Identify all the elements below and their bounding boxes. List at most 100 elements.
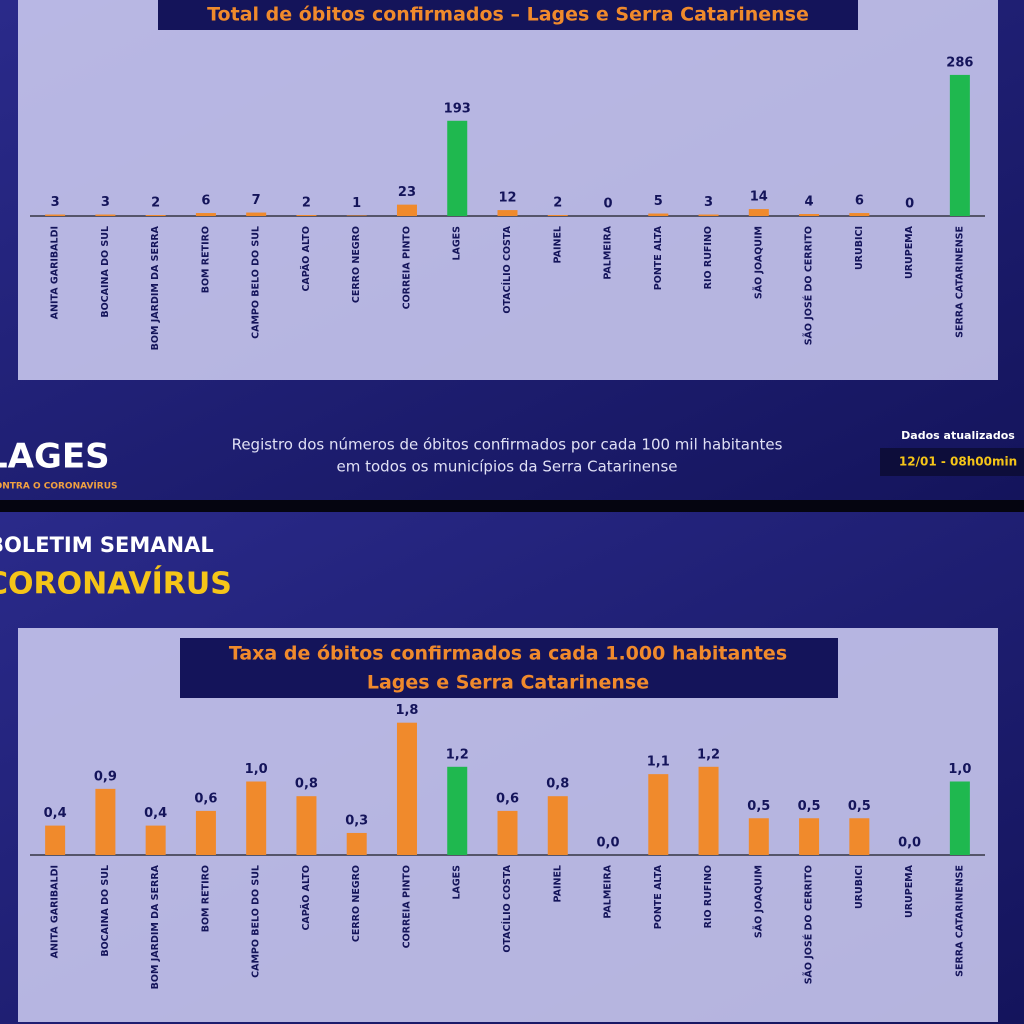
value-label: 0 (604, 197, 613, 212)
x-tick-label: BOCAINA DO SUL (100, 865, 111, 957)
value-label: 1,1 (647, 755, 670, 770)
value-label: 3 (704, 195, 713, 210)
bar (799, 214, 820, 216)
logo: LAGES (0, 437, 110, 477)
x-tick-label: CAMPO BELO DO SUL (251, 226, 262, 339)
bulletin-title: BOLETIM SEMANAL (0, 533, 214, 557)
x-tick-label: ANITA GARIBALDI (50, 865, 61, 958)
x-tick-label: CERRO NEGRO (351, 865, 362, 942)
value-label: 14 (750, 190, 768, 205)
value-label: 2 (151, 196, 160, 211)
x-tick-label: CORREIA PINTO (401, 865, 412, 948)
x-tick-label: CORREIA PINTO (401, 226, 412, 309)
x-tick-label: BOM RETIRO (200, 226, 211, 293)
bar (748, 818, 769, 855)
bar (698, 766, 719, 855)
x-tick-label: URUBICI (854, 865, 865, 909)
chart-title: Total de óbitos confirmados – Lages e Se… (207, 4, 809, 26)
value-label: 0,5 (798, 799, 821, 814)
value-label: 0,4 (144, 806, 167, 821)
value-label: 286 (946, 55, 973, 70)
value-label: 0,5 (848, 799, 871, 814)
bar (45, 214, 66, 216)
x-tick-label: SÃO JOAQUIM (753, 226, 764, 299)
bar (849, 818, 870, 855)
separator (0, 500, 1024, 512)
x-tick-label: SÃO JOSÉ DO CERRITO (803, 226, 815, 345)
value-label: 6 (201, 194, 210, 209)
bar (447, 120, 468, 216)
bar (447, 766, 468, 855)
bar (95, 214, 116, 216)
value-label: 3 (101, 195, 110, 210)
x-tick-label: PAINEL (552, 865, 563, 902)
value-label: 1,2 (697, 747, 720, 762)
bar (145, 215, 166, 216)
value-label: 0,3 (345, 813, 368, 828)
bar (648, 213, 669, 216)
x-tick-label: CAMPO BELO DO SUL (251, 865, 262, 978)
note: em todos os municípios da Serra Catarine… (337, 458, 678, 476)
value-label: 0,5 (747, 799, 770, 814)
bar (497, 210, 518, 216)
x-tick-label: CERRO NEGRO (351, 226, 362, 303)
x-tick-label: SERRA CATARINENSE (954, 226, 965, 338)
value-label: 0,9 (94, 769, 117, 784)
x-tick-label: LAGES (452, 865, 463, 900)
x-tick-label: SÃO JOAQUIM (753, 865, 764, 938)
x-tick-label: BOM JARDIM DA SERRA (150, 225, 161, 350)
bar (396, 204, 417, 216)
x-tick-label: CAPÃO ALTO (301, 865, 312, 931)
value-label: 12 (498, 191, 516, 206)
x-tick-label: BOM JARDIM DA SERRA (150, 864, 161, 989)
value-label: 23 (398, 185, 416, 200)
x-tick-label: PONTE ALTA (653, 864, 664, 929)
bar (547, 796, 568, 855)
note: Registro dos números de óbitos confirmad… (232, 436, 783, 454)
value-label: 0,6 (496, 791, 519, 806)
updated-value: 12/01 - 08h00min (899, 455, 1017, 469)
bar (949, 74, 970, 216)
value-label: 1,0 (245, 762, 268, 777)
bar (195, 810, 216, 855)
bar (648, 774, 669, 855)
chart-panel (18, 0, 998, 380)
updated-label: Dados atualizados (901, 429, 1015, 442)
value-label: 0,0 (898, 836, 921, 851)
bar (748, 209, 769, 216)
bar (246, 781, 267, 855)
bar (799, 818, 820, 855)
value-label: 1,8 (395, 703, 418, 718)
x-tick-label: SÃO JOSÉ DO CERRITO (803, 865, 815, 984)
x-tick-label: URUBICI (854, 226, 865, 270)
value-label: 4 (805, 195, 814, 210)
chart-subtitle: Lages e Serra Catarinense (367, 672, 649, 694)
x-tick-label: URUPEMA (904, 225, 915, 279)
logo-tagline: CONTRA O CORONAVÍRUS (0, 480, 118, 492)
x-tick-label: RIO RUFINO (703, 865, 714, 928)
bar (296, 215, 317, 216)
bulletin-subtitle: CORONAVÍRUS (0, 566, 232, 602)
bar (547, 215, 568, 216)
chart-title: Taxa de óbitos confirmados a cada 1.000 … (229, 643, 787, 665)
value-label: 0,8 (295, 777, 318, 792)
value-label: 5 (654, 194, 663, 209)
value-label: 1 (352, 196, 361, 211)
bar (145, 825, 166, 855)
bar (949, 781, 970, 855)
value-label: 1,2 (446, 747, 469, 762)
value-label: 2 (302, 196, 311, 211)
value-label: 0,6 (194, 791, 217, 806)
title-box (158, 0, 858, 30)
bar (45, 825, 66, 855)
value-label: 3 (51, 195, 60, 210)
x-tick-label: PALMEIRA (603, 864, 614, 918)
value-label: 0,4 (44, 806, 67, 821)
x-tick-label: BOM RETIRO (200, 865, 211, 932)
bar (698, 214, 719, 216)
x-tick-label: RIO RUFINO (703, 226, 714, 289)
bar (346, 832, 367, 855)
x-tick-label: CAPÃO ALTO (301, 226, 312, 292)
x-tick-label: SERRA CATARINENSE (954, 865, 965, 977)
